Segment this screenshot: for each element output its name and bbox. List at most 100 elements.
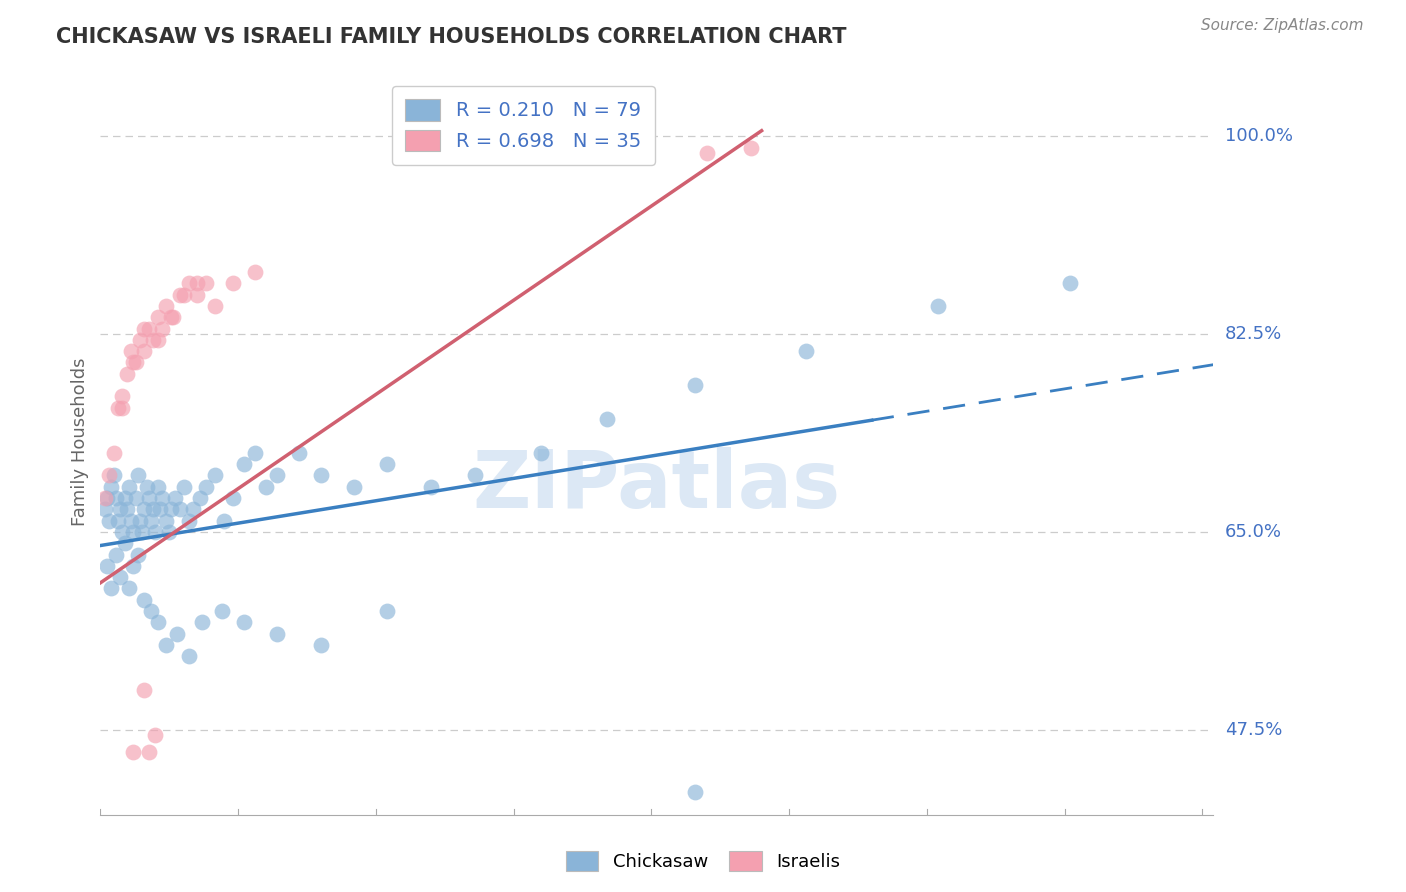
- Point: [138, 745, 160, 759]
- Point: [243, 265, 266, 279]
- Point: [165, 491, 187, 505]
- Point: [134, 321, 156, 335]
- Point: [211, 604, 233, 618]
- Point: [375, 604, 398, 618]
- Point: [160, 310, 183, 325]
- Point: [145, 728, 167, 742]
- Point: [124, 491, 146, 505]
- Point: [177, 514, 200, 528]
- Point: [98, 514, 121, 528]
- Point: [134, 344, 156, 359]
- Point: [94, 491, 117, 505]
- Point: [98, 468, 121, 483]
- Text: CHICKASAW VS ISRAELI FAMILY HOUSEHOLDS CORRELATION CHART: CHICKASAW VS ISRAELI FAMILY HOUSEHOLDS C…: [56, 27, 846, 46]
- Point: [103, 446, 125, 460]
- Text: 47.5%: 47.5%: [1225, 721, 1282, 739]
- Point: [188, 491, 211, 505]
- Point: [134, 502, 156, 516]
- Point: [139, 604, 162, 618]
- Text: 82.5%: 82.5%: [1225, 326, 1282, 343]
- Point: [186, 277, 208, 291]
- Point: [596, 412, 619, 426]
- Point: [134, 683, 156, 698]
- Point: [100, 582, 122, 596]
- Point: [266, 468, 288, 483]
- Point: [169, 502, 191, 516]
- Point: [124, 355, 146, 369]
- Point: [155, 638, 177, 652]
- Point: [104, 491, 127, 505]
- Point: [195, 480, 218, 494]
- Point: [287, 446, 309, 460]
- Text: ZIPatlas: ZIPatlas: [472, 447, 841, 525]
- Point: [142, 502, 165, 516]
- Point: [108, 502, 131, 516]
- Point: [146, 480, 169, 494]
- Point: [155, 299, 177, 313]
- Point: [181, 502, 204, 516]
- Point: [254, 480, 277, 494]
- Point: [162, 310, 184, 325]
- Point: [685, 378, 707, 392]
- Point: [794, 344, 817, 359]
- Legend: R = 0.210   N = 79, R = 0.698   N = 35: R = 0.210 N = 79, R = 0.698 N = 35: [392, 86, 655, 165]
- Point: [139, 514, 162, 528]
- Point: [104, 548, 127, 562]
- Point: [169, 287, 191, 301]
- Point: [232, 615, 254, 630]
- Point: [96, 558, 118, 573]
- Point: [420, 480, 443, 494]
- Point: [94, 502, 117, 516]
- Point: [107, 514, 129, 528]
- Point: [146, 333, 169, 347]
- Point: [118, 582, 141, 596]
- Point: [740, 141, 762, 155]
- Point: [150, 491, 173, 505]
- Point: [695, 146, 717, 161]
- Point: [204, 299, 226, 313]
- Point: [118, 480, 141, 494]
- Point: [145, 524, 167, 539]
- Point: [212, 514, 235, 528]
- Point: [628, 141, 651, 155]
- Point: [266, 626, 288, 640]
- Point: [122, 524, 145, 539]
- Point: [173, 480, 195, 494]
- Point: [122, 558, 145, 573]
- Point: [115, 502, 138, 516]
- Point: [129, 514, 152, 528]
- Point: [343, 480, 366, 494]
- Point: [108, 570, 131, 584]
- Point: [232, 457, 254, 471]
- Point: [138, 491, 160, 505]
- Point: [375, 457, 398, 471]
- Text: Source: ZipAtlas.com: Source: ZipAtlas.com: [1201, 18, 1364, 33]
- Point: [309, 638, 332, 652]
- Point: [127, 468, 149, 483]
- Point: [186, 287, 208, 301]
- Point: [173, 287, 195, 301]
- Point: [146, 310, 169, 325]
- Point: [150, 321, 173, 335]
- Point: [135, 480, 157, 494]
- Point: [111, 389, 134, 403]
- Point: [177, 277, 200, 291]
- Point: [464, 468, 486, 483]
- Point: [530, 446, 553, 460]
- Point: [103, 468, 125, 483]
- Point: [309, 468, 332, 483]
- Point: [138, 321, 160, 335]
- Point: [134, 592, 156, 607]
- Point: [160, 502, 183, 516]
- Point: [155, 514, 177, 528]
- Point: [1059, 277, 1081, 291]
- Point: [177, 649, 200, 664]
- Point: [122, 745, 145, 759]
- Point: [157, 524, 180, 539]
- Text: 100.0%: 100.0%: [1225, 128, 1292, 145]
- Point: [100, 480, 122, 494]
- Point: [129, 333, 152, 347]
- Point: [127, 548, 149, 562]
- Point: [142, 333, 165, 347]
- Point: [111, 524, 134, 539]
